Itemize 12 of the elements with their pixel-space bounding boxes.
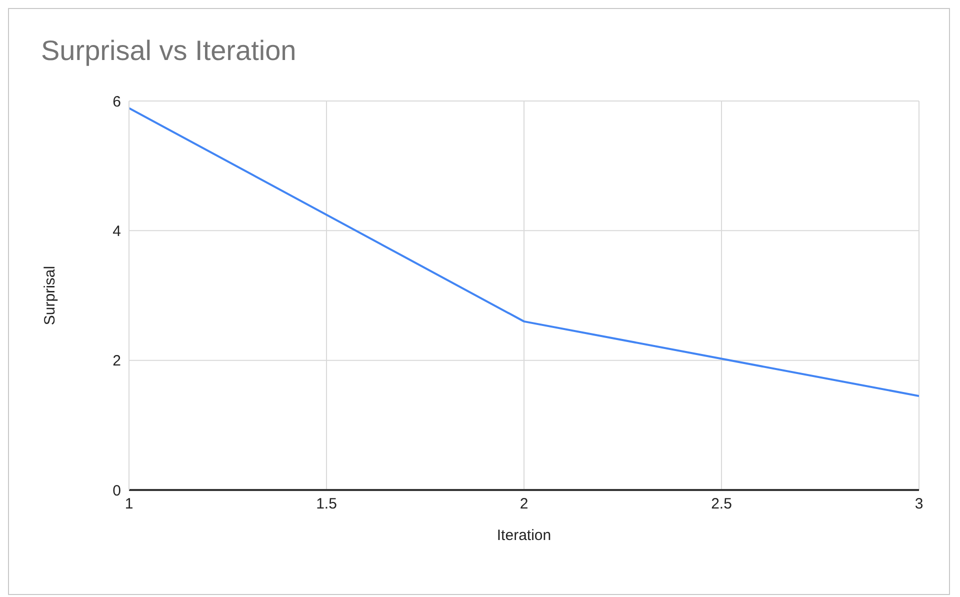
x-tick-label: 3 <box>914 496 924 513</box>
y-tick-label: 0 <box>112 482 121 500</box>
y-tick-label: 4 <box>112 222 121 240</box>
x-axis-title: Iteration <box>496 527 552 544</box>
x-tick-label: 2 <box>520 496 528 513</box>
x-tick-label: 1.5 <box>316 496 337 513</box>
y-tick-label: 2 <box>112 352 121 370</box>
x-tick-label: 2.5 <box>711 496 732 513</box>
x-tick-label: 1 <box>124 496 134 513</box>
y-tick-label: 6 <box>112 93 121 110</box>
chart-title: Surprisal vs Iteration <box>41 35 296 67</box>
y-axis-title: Surprisal <box>41 266 58 326</box>
